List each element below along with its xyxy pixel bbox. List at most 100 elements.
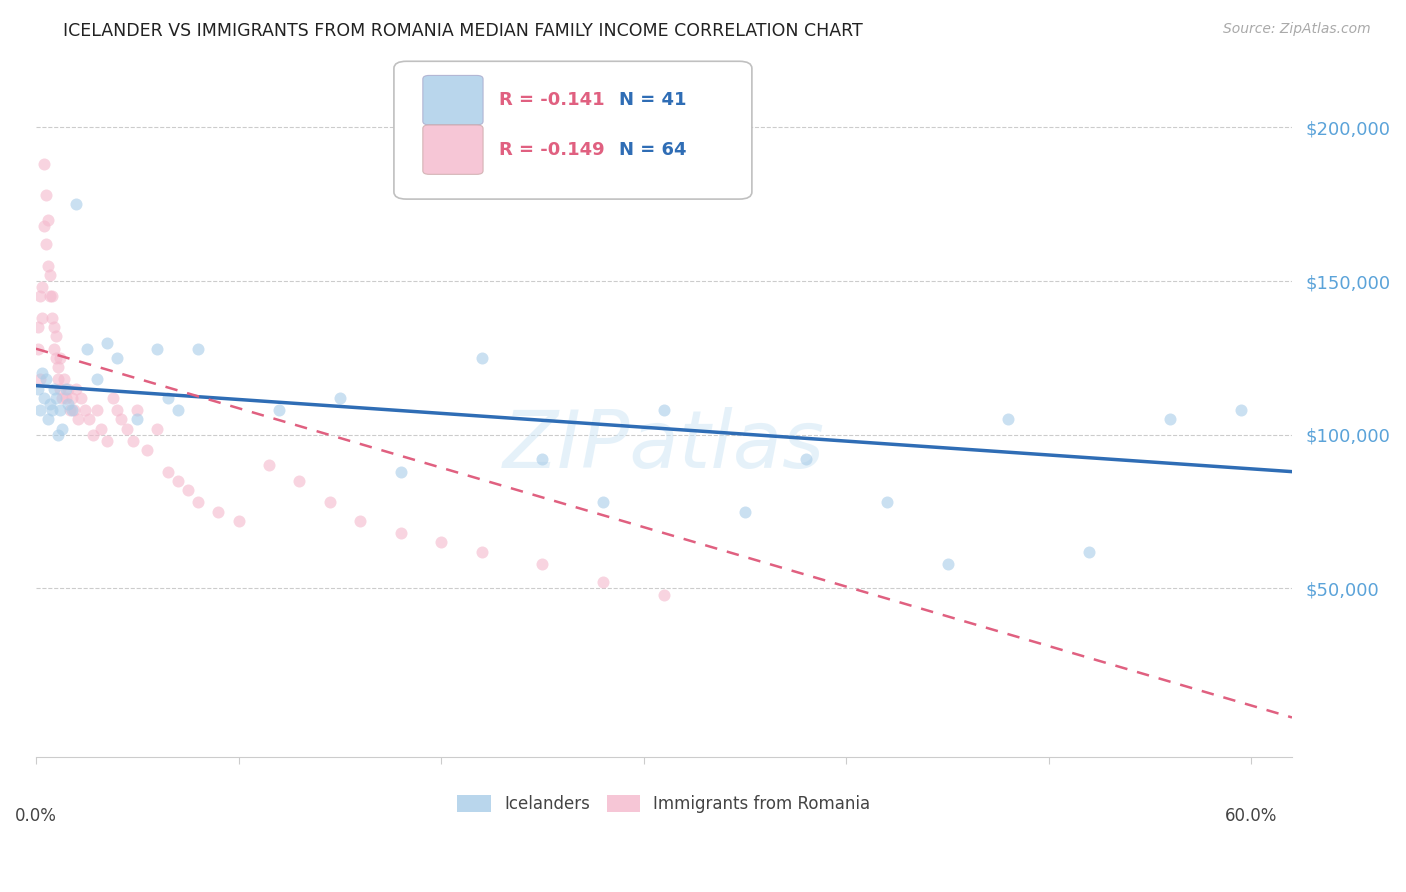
Point [60, 391, 83, 405]
Point [349, 514, 371, 528]
Point [127, 403, 149, 417]
Text: 0.0%: 0.0% [15, 807, 56, 825]
Point [46, 360, 69, 375]
Point [115, 422, 138, 436]
FancyBboxPatch shape [394, 62, 752, 199]
Point [31, 367, 53, 381]
Point [28, 289, 51, 303]
Text: N = 64: N = 64 [619, 141, 686, 159]
Point [46, 427, 69, 442]
Point [55, 382, 77, 396]
Point [166, 474, 188, 488]
Point [318, 495, 340, 509]
Text: 60.0%: 60.0% [1225, 807, 1278, 825]
Point [67, 412, 90, 426]
Point [997, 412, 1019, 426]
Point [228, 514, 250, 528]
Point [471, 351, 494, 365]
Point [51, 422, 73, 436]
Text: R = -0.149: R = -0.149 [499, 141, 605, 159]
Point [58, 382, 80, 396]
Point [76, 342, 98, 356]
Point [63, 403, 86, 417]
Point [110, 412, 132, 426]
Point [794, 452, 817, 467]
Point [156, 465, 179, 479]
Point [31, 280, 53, 294]
Point [45, 329, 67, 343]
Point [45, 391, 67, 405]
Point [65, 382, 87, 396]
Point [39, 397, 62, 411]
Point [531, 557, 554, 571]
Point [936, 557, 959, 571]
Point [27, 382, 49, 396]
Point [86, 403, 108, 417]
Point [41, 289, 63, 303]
FancyBboxPatch shape [423, 76, 484, 125]
Point [39, 268, 62, 282]
Point [105, 403, 128, 417]
Point [177, 483, 200, 497]
Point [27, 342, 49, 356]
Point [35, 237, 58, 252]
Point [31, 311, 53, 326]
Point [55, 391, 77, 405]
Point [32, 391, 55, 405]
Point [187, 495, 209, 509]
Point [329, 391, 352, 405]
Text: ZIPatlas: ZIPatlas [503, 408, 825, 485]
Point [96, 335, 118, 350]
Point [37, 259, 59, 273]
Point [49, 403, 72, 417]
Point [127, 412, 149, 426]
Point [146, 422, 169, 436]
Point [1159, 412, 1181, 426]
Point [59, 403, 82, 417]
Point [60, 403, 83, 417]
Point [652, 588, 675, 602]
Point [136, 443, 159, 458]
Point [122, 434, 145, 448]
Legend: Icelanders, Immigrants from Romania: Icelanders, Immigrants from Romania [451, 789, 877, 820]
Point [46, 372, 69, 386]
Point [41, 311, 63, 326]
Point [187, 342, 209, 356]
Text: ICELANDER VS IMMIGRANTS FROM ROMANIA MEDIAN FAMILY INCOME CORRELATION CHART: ICELANDER VS IMMIGRANTS FROM ROMANIA MED… [63, 22, 863, 40]
Point [146, 342, 169, 356]
Point [28, 403, 51, 417]
Point [37, 412, 59, 426]
Point [166, 403, 188, 417]
Text: N = 41: N = 41 [619, 91, 686, 109]
Point [44, 382, 66, 396]
Point [27, 320, 49, 334]
Point [65, 197, 87, 211]
Point [592, 495, 614, 509]
Point [77, 412, 100, 426]
Point [69, 391, 91, 405]
Point [389, 465, 412, 479]
Point [1230, 403, 1253, 417]
Point [267, 403, 290, 417]
Point [35, 188, 58, 202]
Point [734, 505, 756, 519]
Point [82, 427, 104, 442]
Point [207, 505, 229, 519]
Point [288, 474, 311, 488]
Point [257, 458, 280, 473]
Point [389, 526, 412, 541]
Point [96, 434, 118, 448]
Point [876, 495, 898, 509]
Point [1078, 544, 1101, 558]
Point [51, 391, 73, 405]
Point [90, 422, 112, 436]
Point [86, 372, 108, 386]
Text: R = -0.141: R = -0.141 [499, 91, 605, 109]
Point [53, 372, 76, 386]
Point [105, 351, 128, 365]
Point [32, 157, 55, 171]
Point [49, 382, 72, 396]
Point [73, 403, 96, 417]
Point [430, 535, 453, 549]
Point [35, 372, 58, 386]
